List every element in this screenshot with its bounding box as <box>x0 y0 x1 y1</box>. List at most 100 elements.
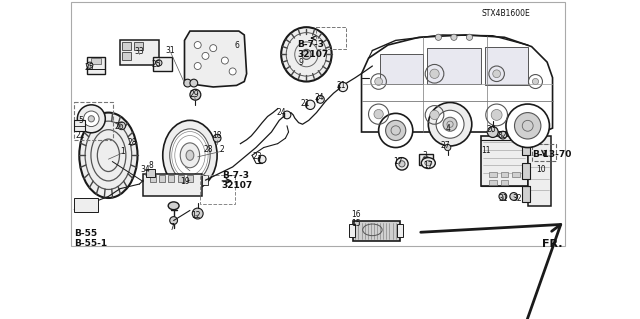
Text: 24: 24 <box>315 93 324 101</box>
Circle shape <box>510 193 518 200</box>
Circle shape <box>391 126 401 135</box>
Circle shape <box>88 116 95 122</box>
Text: 28: 28 <box>128 137 137 147</box>
Bar <box>159 175 165 182</box>
Text: B-13-70: B-13-70 <box>532 150 572 159</box>
Text: 29: 29 <box>190 90 200 99</box>
Text: 21: 21 <box>337 81 346 90</box>
Ellipse shape <box>170 129 210 182</box>
Circle shape <box>493 70 500 78</box>
Bar <box>177 175 184 182</box>
Circle shape <box>492 109 502 120</box>
Bar <box>512 172 520 177</box>
Bar <box>187 175 193 182</box>
Text: 16: 16 <box>351 210 361 219</box>
Bar <box>522 163 530 179</box>
Circle shape <box>192 208 203 219</box>
Text: 25: 25 <box>85 63 95 72</box>
Polygon shape <box>362 35 552 132</box>
Circle shape <box>374 109 383 119</box>
Circle shape <box>306 100 315 109</box>
Circle shape <box>86 62 93 68</box>
Bar <box>528 136 551 206</box>
Circle shape <box>339 82 348 92</box>
Text: B-55
B-55-1: B-55 B-55-1 <box>74 229 108 249</box>
Bar <box>349 224 355 237</box>
Text: 10: 10 <box>536 165 546 174</box>
Bar <box>489 180 497 185</box>
Text: 2: 2 <box>220 145 224 154</box>
Bar <box>122 52 131 60</box>
Polygon shape <box>184 31 246 87</box>
Text: 22: 22 <box>76 131 85 140</box>
Circle shape <box>156 60 162 66</box>
Bar <box>154 57 172 71</box>
Bar <box>168 175 175 182</box>
Bar <box>427 48 481 84</box>
Text: 28: 28 <box>203 145 212 153</box>
Text: 5: 5 <box>78 116 83 125</box>
Circle shape <box>77 105 106 133</box>
Text: 27: 27 <box>440 142 450 151</box>
Bar <box>532 144 556 161</box>
Ellipse shape <box>425 160 432 166</box>
Ellipse shape <box>295 42 318 67</box>
Ellipse shape <box>168 202 179 210</box>
Text: 3: 3 <box>422 151 427 160</box>
Circle shape <box>190 89 201 100</box>
Bar <box>122 42 131 50</box>
Circle shape <box>506 104 550 147</box>
Circle shape <box>202 52 209 59</box>
Circle shape <box>423 156 429 162</box>
Bar <box>90 58 101 64</box>
Circle shape <box>221 57 228 64</box>
Bar <box>134 42 143 50</box>
Circle shape <box>194 63 201 70</box>
Bar <box>74 102 113 140</box>
Text: 32: 32 <box>513 194 522 203</box>
Bar <box>202 175 208 185</box>
Bar <box>380 54 423 84</box>
Circle shape <box>515 113 541 139</box>
Text: 6: 6 <box>234 41 239 49</box>
Bar <box>86 57 106 74</box>
Circle shape <box>317 95 324 103</box>
Text: 17: 17 <box>393 157 403 166</box>
Text: 4: 4 <box>445 124 450 133</box>
Ellipse shape <box>281 27 332 82</box>
Text: 15: 15 <box>351 219 361 228</box>
Text: 34: 34 <box>141 165 150 174</box>
Circle shape <box>194 41 201 48</box>
Bar <box>397 224 403 237</box>
Text: 18: 18 <box>212 131 222 140</box>
Text: 31: 31 <box>165 46 175 55</box>
Text: 33: 33 <box>134 47 145 56</box>
Ellipse shape <box>396 158 408 170</box>
Circle shape <box>84 111 99 127</box>
Text: 32: 32 <box>497 131 507 140</box>
Circle shape <box>190 79 198 87</box>
Circle shape <box>499 131 507 139</box>
Bar <box>500 180 508 185</box>
Text: 12: 12 <box>191 211 201 219</box>
Text: STX4B1600E: STX4B1600E <box>481 9 530 18</box>
Bar <box>74 198 97 212</box>
Bar <box>146 169 155 177</box>
Text: 24: 24 <box>276 108 286 117</box>
Ellipse shape <box>79 113 138 198</box>
Text: 1: 1 <box>120 147 125 156</box>
Bar <box>120 41 159 65</box>
Circle shape <box>443 117 457 131</box>
Circle shape <box>499 193 507 200</box>
Ellipse shape <box>421 158 435 168</box>
Circle shape <box>522 120 533 131</box>
Circle shape <box>259 155 266 163</box>
Circle shape <box>451 34 457 41</box>
Bar <box>500 172 508 177</box>
Bar <box>200 175 235 204</box>
Circle shape <box>428 102 472 146</box>
Circle shape <box>435 34 442 41</box>
Text: B-7-3
32107: B-7-3 32107 <box>222 171 253 190</box>
Circle shape <box>430 110 439 120</box>
Bar <box>353 221 399 241</box>
